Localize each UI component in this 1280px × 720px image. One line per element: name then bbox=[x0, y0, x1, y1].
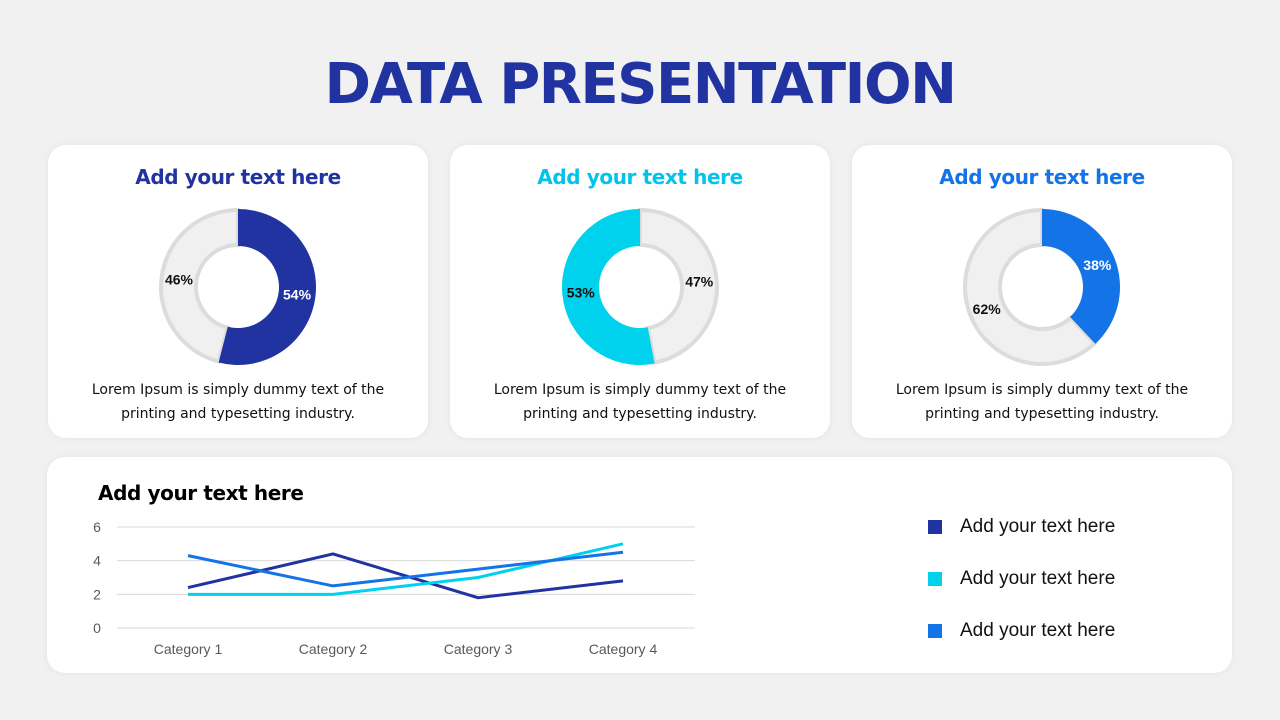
x-tick-label: Category 2 bbox=[299, 641, 368, 657]
line-series bbox=[187, 550, 624, 588]
card-title: Add your text here bbox=[537, 165, 743, 189]
legend-swatch-icon bbox=[928, 624, 942, 638]
donut-chart: 54% 46% bbox=[159, 207, 316, 365]
y-tick-label: 2 bbox=[93, 586, 101, 602]
x-tick-label: Category 4 bbox=[589, 641, 658, 657]
donut-value-segment bbox=[562, 209, 655, 365]
line-chart-title: Add your text here bbox=[98, 481, 304, 505]
donut-card-1: Add your text here 54% 46% Lorem Ipsum is… bbox=[48, 145, 428, 438]
donut-remaining-segment bbox=[159, 207, 240, 365]
donut-value-segment bbox=[1042, 209, 1120, 344]
donut-remaining-segment bbox=[963, 207, 1098, 366]
donut-chart: 53% 47% bbox=[562, 207, 719, 365]
donut-percent-label: 46% bbox=[165, 272, 194, 288]
donut-remaining-segment bbox=[638, 207, 719, 365]
card-description: Lorem Ipsum is simply dummy text of the … bbox=[493, 382, 787, 422]
donut-card-3: Add your text here 38% 62% Lorem Ipsum is… bbox=[852, 145, 1232, 438]
card-description: Lorem Ipsum is simply dummy text of the … bbox=[895, 382, 1189, 422]
y-tick-label: 6 bbox=[93, 519, 101, 535]
legend-item: Add your text here bbox=[928, 553, 1115, 605]
card-description: Lorem Ipsum is simply dummy text of the … bbox=[91, 382, 385, 422]
donut-value-segment bbox=[218, 209, 316, 365]
legend-item: Add your text here bbox=[928, 501, 1115, 553]
x-tick-label: Category 3 bbox=[444, 641, 513, 657]
donut-card-2: Add your text here 53% 47% Lorem Ipsum is… bbox=[450, 145, 830, 438]
legend-item: Add your text here bbox=[928, 605, 1115, 657]
donut-percent-label: 62% bbox=[973, 301, 1002, 317]
donut-percent-label: 38% bbox=[1083, 257, 1112, 273]
line-chart-card: Add your text here 0 2 4 6 Category 1 Categor… bbox=[47, 457, 1232, 673]
page-title: DATA PRESENTATION bbox=[324, 52, 957, 117]
card-title: Add your text here bbox=[939, 165, 1145, 189]
line-chart: 0 2 4 6 Category 1 Category 2 Category 3 Catego… bbox=[93, 519, 695, 657]
chart-legend: Add your text here Add your text here Ad… bbox=[928, 501, 1115, 657]
x-tick-label: Category 1 bbox=[154, 641, 223, 657]
donut-percent-label: 47% bbox=[685, 273, 714, 289]
donut-percent-label: 54% bbox=[283, 286, 312, 302]
card-title: Add your text here bbox=[135, 165, 341, 189]
y-tick-label: 0 bbox=[93, 620, 101, 636]
donut-percent-label: 53% bbox=[567, 285, 596, 301]
donut-chart: 38% 62% bbox=[963, 207, 1120, 366]
legend-swatch-icon bbox=[928, 520, 942, 534]
y-tick-label: 4 bbox=[93, 553, 101, 569]
legend-swatch-icon bbox=[928, 572, 942, 586]
